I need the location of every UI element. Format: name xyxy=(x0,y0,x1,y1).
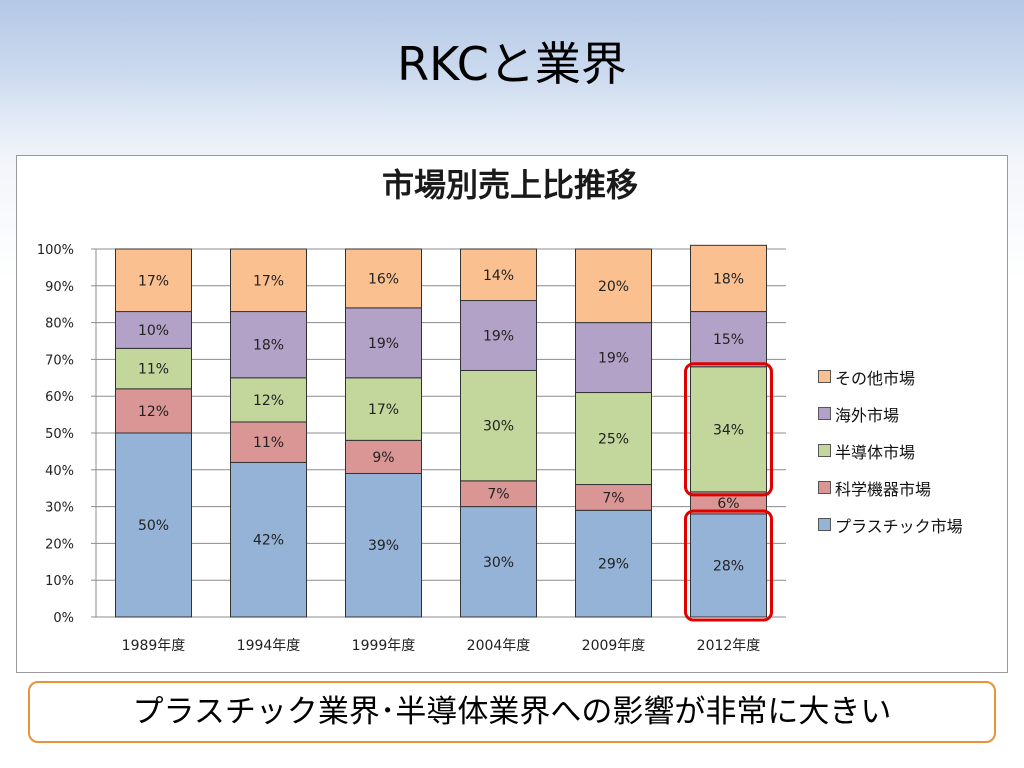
legend-swatch xyxy=(818,481,831,494)
y-tick-label: 30% xyxy=(45,501,74,516)
bar-segment xyxy=(690,244,767,313)
bar-segment xyxy=(230,248,307,313)
y-tick-label: 0% xyxy=(53,611,74,626)
data-label: 7% xyxy=(602,490,624,506)
legend-swatch xyxy=(818,407,831,420)
legend-label: 半導体市場 xyxy=(835,442,916,462)
legend-label: その他市場 xyxy=(835,368,916,388)
legend-label: 海外市場 xyxy=(835,405,900,425)
bar-segment xyxy=(230,377,307,423)
data-label: 9% xyxy=(372,450,394,466)
y-tick-label: 10% xyxy=(45,574,74,589)
y-tick-label: 70% xyxy=(45,353,74,368)
data-label: 50% xyxy=(138,518,169,534)
legend-label: 科学機器市場 xyxy=(835,479,932,499)
legend-swatch xyxy=(818,370,831,383)
data-label: 16% xyxy=(368,271,399,287)
data-label: 18% xyxy=(253,338,284,354)
y-tick-label: 50% xyxy=(45,427,74,442)
highlight-box xyxy=(684,362,773,497)
legend-item: 半導体市場 xyxy=(818,432,998,469)
bar-segment xyxy=(230,461,307,618)
x-tick-label: 2012年度 xyxy=(697,638,761,654)
data-label: 28% xyxy=(713,558,744,574)
data-label: 17% xyxy=(253,273,284,289)
legend-item: プラスチック市場 xyxy=(818,506,998,543)
chart-legend: その他市場海外市場半導体市場科学機器市場プラスチック市場 xyxy=(818,358,998,543)
data-label: 18% xyxy=(713,271,744,287)
data-label: 34% xyxy=(713,422,744,438)
summary-text: プラスチック業界･半導体業界への影響が非常に大きい xyxy=(132,694,892,730)
bar-segment xyxy=(345,377,422,441)
x-tick-label: 1999年度 xyxy=(352,638,416,654)
y-tick-label: 90% xyxy=(45,280,74,295)
legend-label: プラスチック市場 xyxy=(835,516,963,536)
bar-segment xyxy=(690,311,767,368)
data-label: 30% xyxy=(483,555,514,571)
legend-swatch xyxy=(818,444,831,457)
x-tick-label: 2004年度 xyxy=(467,638,531,654)
legend-item: その他市場 xyxy=(818,358,998,395)
chart-title: 市場別売上比推移 xyxy=(381,166,638,204)
data-label: 12% xyxy=(138,404,169,420)
bar-segment xyxy=(460,480,537,508)
bar-segment xyxy=(690,366,767,493)
bar-segment xyxy=(345,248,422,309)
legend-item: 海外市場 xyxy=(818,395,998,432)
data-label: 6% xyxy=(717,496,739,512)
data-label: 17% xyxy=(138,273,169,289)
bar-segment xyxy=(575,509,652,618)
bar-segment xyxy=(230,311,307,379)
data-label: 7% xyxy=(487,487,509,503)
legend-item: 科学機器市場 xyxy=(818,469,998,506)
data-label: 19% xyxy=(368,336,399,352)
y-tick-label: 60% xyxy=(45,390,74,405)
y-tick-label: 100% xyxy=(37,243,74,258)
data-label: 30% xyxy=(483,419,514,435)
bar-segment xyxy=(690,513,767,618)
data-label: 15% xyxy=(713,332,744,348)
data-label: 39% xyxy=(368,538,399,554)
x-tick-label: 2009年度 xyxy=(582,638,646,654)
bar-segment xyxy=(345,472,422,618)
data-label: 11% xyxy=(138,362,169,378)
x-tick-label: 1994年度 xyxy=(237,638,301,654)
bar-segment xyxy=(460,300,537,371)
data-label: 29% xyxy=(598,557,629,573)
slide-title: RKCと業界 xyxy=(397,37,627,91)
data-label: 25% xyxy=(598,432,629,448)
y-tick-label: 40% xyxy=(45,464,74,479)
data-label: 19% xyxy=(598,351,629,367)
summary-callout: プラスチック業界･半導体業界への影響が非常に大きい xyxy=(28,681,996,743)
data-label: 17% xyxy=(368,402,399,418)
data-label: 19% xyxy=(483,328,514,344)
y-tick-label: 20% xyxy=(45,537,74,552)
bar-segment xyxy=(345,307,422,379)
bar-segment xyxy=(115,388,192,434)
bar-segment xyxy=(575,392,652,486)
data-label: 14% xyxy=(483,268,514,284)
bar-segment xyxy=(115,432,192,618)
highlight-box xyxy=(684,509,773,622)
x-tick-label: 1989年度 xyxy=(122,638,186,654)
stacked-bar-chart: 0% 10% 20% 30% 40% 50% 60% 70% 80% 90% 100% 50% 12% 1… xyxy=(37,243,786,654)
data-label: 11% xyxy=(253,435,284,451)
data-label: 42% xyxy=(253,533,284,549)
bar-segment xyxy=(115,311,192,349)
bar-segment xyxy=(460,248,537,302)
data-label: 20% xyxy=(598,279,629,295)
data-label: 10% xyxy=(138,323,169,339)
y-tick-label: 80% xyxy=(45,317,74,332)
bar-segment xyxy=(115,248,192,313)
bar-segment xyxy=(345,439,422,474)
legend-swatch xyxy=(818,518,831,531)
data-label: 12% xyxy=(253,393,284,409)
bar-segment xyxy=(460,369,537,482)
bar-segment xyxy=(575,248,652,324)
